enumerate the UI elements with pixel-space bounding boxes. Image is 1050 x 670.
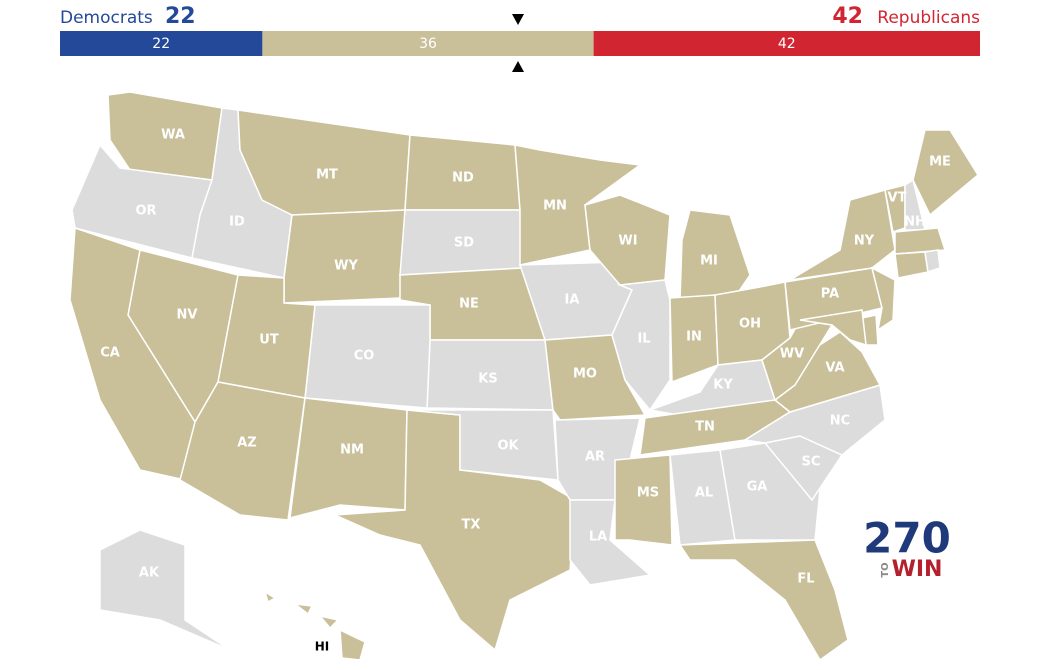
state-shape[interactable] [614, 454, 673, 546]
state-labels: WA OR ID MT WY ND SD NE KS CO NV CA UT AZ NM TX OK MN IA MO… [100, 128, 951, 654]
state-shape[interactable] [237, 109, 411, 216]
seat-count: 42 [778, 36, 796, 52]
state-label: NY [854, 234, 875, 249]
state-label: AZ [237, 436, 257, 451]
island [292, 602, 314, 616]
state-label: UT [259, 333, 279, 348]
state-shape[interactable] [289, 397, 408, 520]
logo-to: TO [880, 562, 891, 577]
state-label: WV [780, 347, 804, 362]
state-label: NC [830, 414, 850, 429]
state-shape[interactable] [678, 539, 849, 662]
state-label: WI [618, 234, 637, 249]
state-shape[interactable] [789, 189, 896, 281]
state-label: CO [354, 349, 375, 364]
state-label: ND [452, 171, 474, 186]
state-label: ME [929, 155, 951, 170]
state-label: NM [340, 443, 364, 458]
state-label: SD [454, 236, 474, 251]
left-count: 22 [165, 4, 196, 29]
state-label: NH [904, 215, 926, 230]
state-label: TN [695, 420, 715, 435]
state-ri [924, 249, 941, 273]
state-label: AR [585, 450, 605, 465]
state-label: NV [177, 308, 198, 323]
state-shape[interactable] [719, 442, 821, 541]
state-shape[interactable] [283, 209, 406, 304]
right-party: Republicans [877, 8, 980, 28]
seat-segment [262, 31, 594, 56]
state-label: IL [637, 332, 650, 347]
state-shape[interactable] [339, 628, 366, 661]
state-label: OK [497, 439, 519, 454]
right-count: 42 [832, 4, 863, 29]
state-label: AL [695, 486, 713, 501]
left-party: Democrats [60, 8, 153, 28]
state-shape[interactable] [912, 129, 979, 217]
state-label: OH [739, 317, 761, 332]
state-label: PA [821, 287, 839, 302]
state-label: MO [573, 367, 597, 382]
seat-bar: 22 36 42 [60, 31, 980, 56]
state-label: WA [161, 128, 185, 143]
states [69, 91, 979, 662]
state-label: HI [315, 640, 330, 654]
state-label: VT [888, 191, 907, 206]
state-label: CA [100, 346, 120, 361]
island [263, 590, 277, 604]
state-label: SC [802, 455, 821, 470]
island [318, 614, 340, 630]
state-label: MN [543, 199, 567, 214]
state-label: LA [589, 530, 607, 545]
state-label: KS [478, 372, 497, 387]
state-label: MI [700, 254, 718, 269]
state-label: IA [565, 293, 580, 308]
marker-bottom [512, 61, 524, 72]
state-label: FL [797, 572, 814, 587]
state-ct [894, 251, 929, 279]
state-label: IN [686, 330, 702, 345]
state-label: VA [825, 361, 844, 376]
state-label: WY [334, 259, 358, 274]
state-label: KY [713, 378, 733, 393]
state-label: MT [316, 168, 338, 183]
state-label: AK [139, 566, 160, 581]
state-label: MS [637, 486, 659, 501]
state-nj [870, 266, 896, 332]
state-label: NE [459, 297, 479, 312]
state-label: GA [747, 480, 768, 495]
state-ma [894, 227, 947, 255]
state-label: OR [135, 204, 156, 219]
state-label: ID [229, 215, 245, 230]
state-label: TX [462, 518, 481, 533]
seat-count: 36 [419, 36, 437, 52]
state-shape[interactable] [406, 409, 559, 481]
marker-top [512, 14, 524, 25]
logo-win: WIN [892, 557, 943, 582]
seat-count: 22 [152, 36, 170, 52]
seat-segment [593, 31, 980, 56]
logo-number: 270 [863, 514, 951, 563]
state-md [799, 309, 867, 347]
state-shape[interactable] [99, 529, 231, 651]
seat-segment [60, 31, 263, 56]
